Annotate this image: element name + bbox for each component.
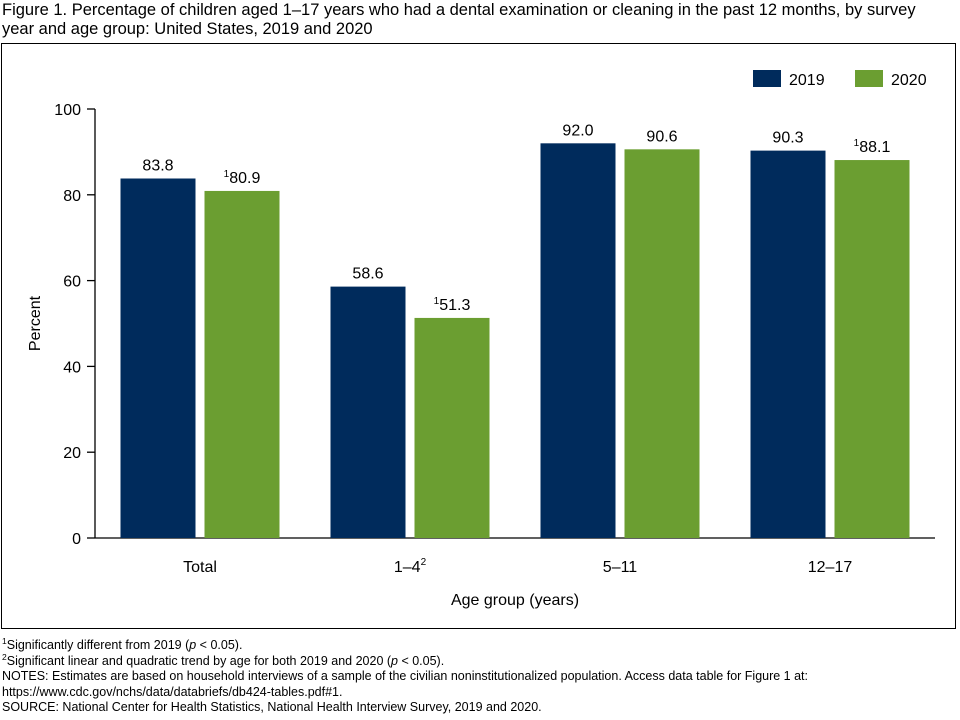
bar-2019-0 bbox=[120, 178, 196, 539]
data-label-2020-1: 151.3 bbox=[434, 296, 471, 314]
legend-swatch-2020 bbox=[855, 70, 883, 87]
footnote-2-text: Significant linear and quadratic trend b… bbox=[6, 653, 392, 668]
y-tick-label: 100 bbox=[54, 102, 81, 119]
y-tick-label: 40 bbox=[63, 359, 81, 376]
bar-2020-3 bbox=[834, 160, 910, 538]
footnote-1-p: p bbox=[189, 638, 197, 652]
data-label-superscript: 1 bbox=[854, 138, 860, 149]
footnote-1-marker: 1 bbox=[2, 636, 7, 646]
legend-label-2020: 2020 bbox=[891, 72, 927, 89]
data-label-2019-0: 83.8 bbox=[142, 157, 173, 174]
data-label-value: 80.9 bbox=[229, 170, 260, 187]
x-tick-label-1: 1–42 bbox=[394, 557, 427, 576]
data-table-link[interactable]: https://www.cdc.gov/nchs/data/databriefs… bbox=[2, 684, 343, 699]
x-axis-title: Age group (years) bbox=[451, 592, 579, 609]
legend-label-2019: 2019 bbox=[789, 72, 825, 89]
x-tick-label-text: 5–11 bbox=[603, 559, 638, 576]
footnote-2-p: p bbox=[391, 653, 398, 668]
bar-2019-3 bbox=[750, 150, 826, 538]
y-axis-title: Percent bbox=[27, 295, 44, 351]
data-label-value: 58.6 bbox=[352, 266, 383, 283]
chart-frame: 0 20 40 60 80 100 83.8 180.9 Total 58.6 151.3 1–42 9… bbox=[1, 43, 956, 629]
data-label-value: 83.8 bbox=[142, 157, 173, 174]
data-label-value: 90.3 bbox=[772, 130, 803, 147]
data-label-2020-2: 90.6 bbox=[646, 128, 677, 145]
y-tick-label: 20 bbox=[63, 445, 81, 462]
footnote-1-tail: < 0.05). bbox=[196, 638, 243, 652]
footnote-2-marker: 2 bbox=[2, 651, 7, 662]
legend-swatch-2019 bbox=[753, 70, 781, 87]
footnote-2-tail: < 0.05). bbox=[397, 653, 445, 668]
x-tick-label-superscript: 2 bbox=[421, 557, 427, 568]
bar-2020-2 bbox=[624, 149, 700, 538]
data-label-2020-0: 180.9 bbox=[224, 169, 261, 187]
figure-title: Figure 1. Percentage of children aged 1–… bbox=[2, 1, 916, 38]
x-tick-label-text: 1–4 bbox=[394, 559, 421, 576]
footnotes: 1Significantly different from 2019 (p < … bbox=[2, 636, 952, 716]
notes-line-1: NOTES: Estimates are based on household … bbox=[2, 669, 809, 683]
data-label-2019-1: 58.6 bbox=[352, 266, 383, 283]
y-tick-label: 80 bbox=[63, 188, 81, 205]
y-tick-label: 60 bbox=[63, 274, 81, 291]
y-tick-label: 0 bbox=[72, 531, 81, 548]
data-label-superscript: 1 bbox=[224, 169, 230, 180]
data-label-value: 90.6 bbox=[646, 128, 677, 145]
data-label-superscript: 1 bbox=[434, 296, 440, 307]
footnote-2: 2Significant linear and quadratic trend … bbox=[2, 651, 952, 670]
bar-2020-1 bbox=[414, 317, 490, 538]
data-label-2019-2: 92.0 bbox=[562, 122, 593, 139]
x-tick-label-2: 5–11 bbox=[603, 559, 638, 576]
data-label-value: 51.3 bbox=[439, 297, 470, 314]
source-note: SOURCE: National Center for Health Stati… bbox=[2, 700, 542, 714]
data-label-value: 92.0 bbox=[562, 122, 593, 139]
bar-2019-1 bbox=[330, 286, 406, 538]
data-label-2020-3: 188.1 bbox=[854, 138, 891, 156]
footnote-1: 1Significantly different from 2019 (p < … bbox=[2, 636, 952, 654]
x-tick-label-text: Total bbox=[183, 559, 217, 576]
bar-2020-0 bbox=[204, 190, 280, 538]
data-label-value: 88.1 bbox=[859, 139, 890, 156]
data-label-2019-3: 90.3 bbox=[772, 130, 803, 147]
x-tick-label-0: Total bbox=[183, 559, 217, 576]
bar-2019-2 bbox=[540, 143, 616, 538]
x-tick-label-text: 12–17 bbox=[808, 559, 853, 576]
footnote-1-text: Significantly different from 2019 ( bbox=[6, 638, 190, 652]
x-tick-label-3: 12–17 bbox=[808, 559, 853, 576]
